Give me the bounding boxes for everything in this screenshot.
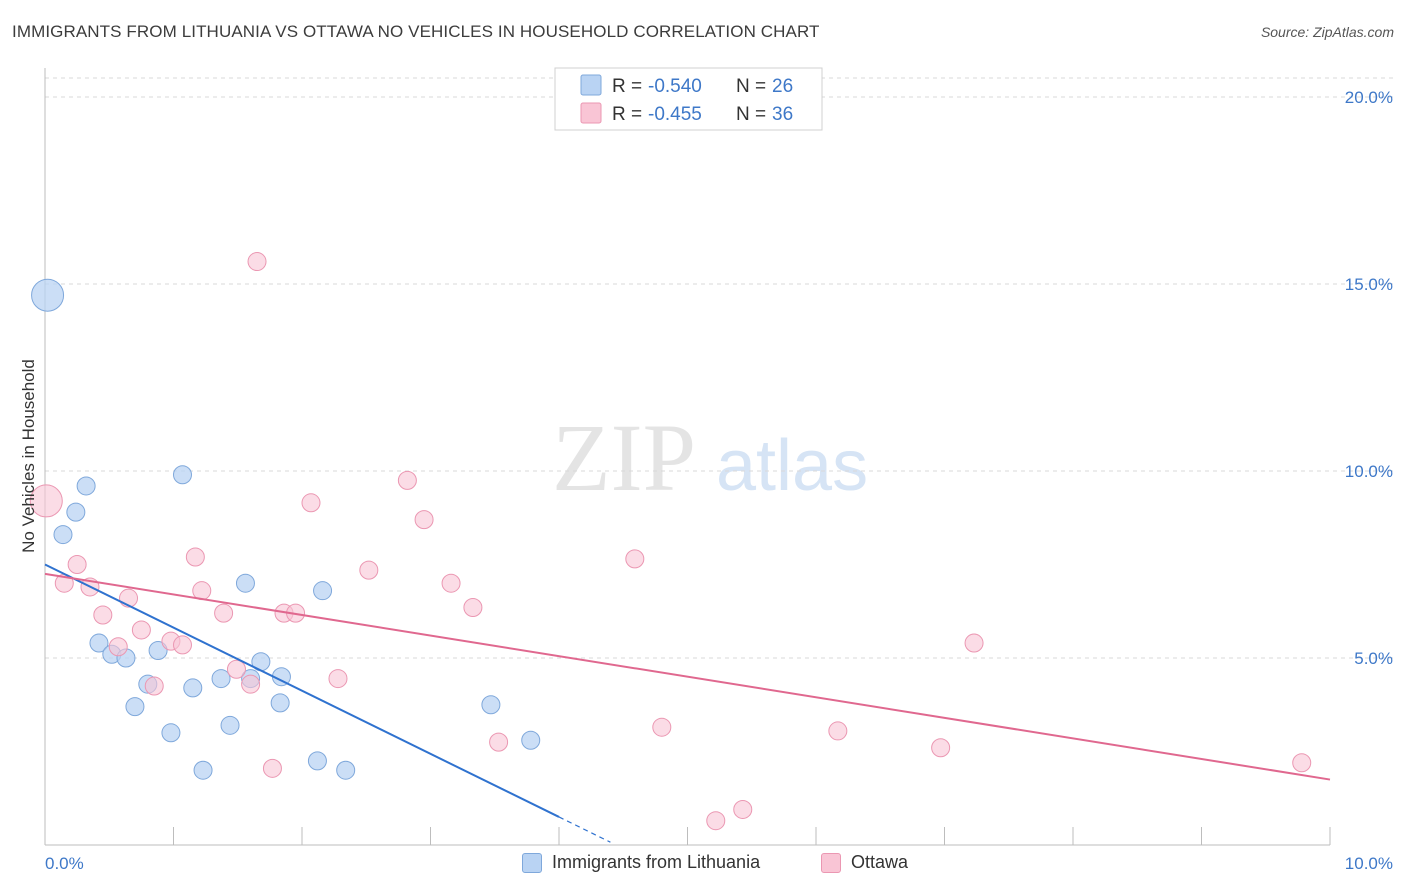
lithuania-point-4 [172,465,192,485]
ottawa-point-29 [652,717,672,737]
lithuania-point-21 [193,760,213,780]
stats-swatch-ottawa [580,102,602,124]
lithuania-point-0 [31,278,65,312]
ottawa-point-17 [262,758,282,778]
lithuania-point-3 [76,476,96,496]
ottawa-point-13 [214,603,234,623]
y-tick-labels: 5.0% 10.0% 15.0% 20.0% [1345,88,1393,668]
y-tick-label-3: 20.0% [1345,88,1393,107]
ottawa-point-25 [441,573,461,593]
y-tick-label-0: 5.0% [1354,649,1393,668]
ottawa-point-26 [463,598,483,618]
stats-swatch-lithuania [580,74,602,96]
lithuania-point-10 [183,678,203,698]
x-ticks [44,827,1331,845]
watermark: ZIP atlas [552,404,868,511]
ottawa-point-7 [131,620,151,640]
ottawa-point-33 [931,738,951,758]
ottawa-point-0 [29,484,63,518]
ottawa-point-11 [185,547,205,567]
stats-n-label-ottawa: N = [736,104,766,125]
ottawa-point-35 [1292,753,1312,773]
lithuania-point-13 [211,669,231,689]
ottawa-point-8 [144,676,164,696]
legend-swatch-ottawa [821,852,841,873]
stats-n-value-lithuania: 26 [772,76,793,97]
lithuania-trend-line [44,563,560,818]
ottawa-point-28 [625,549,645,569]
trend-lines [44,563,1331,843]
ottawa-point-27 [489,732,509,752]
ottawa-point-2 [67,555,87,574]
legend-item-ottawa[interactable]: Ottawa [821,852,908,873]
stats-legend: R = -0.540 N = 26 R = -0.455 N = 36 [554,67,823,131]
lithuania-point-1 [53,525,73,545]
ottawa-point-20 [301,493,321,513]
y-axis-label: No Vehicles in Household [19,359,38,553]
lithuania-point-18 [270,693,290,713]
stats-n-label-lithuania: N = [736,76,766,97]
watermark-atlas: atlas [716,426,868,506]
series-legend: Immigrants from Lithuania Ottawa [0,850,1406,880]
ottawa-point-10 [172,635,192,655]
series-lithuania-points [31,278,541,780]
stats-r-value-lithuania: -0.540 [648,76,702,97]
lithuania-point-2 [66,502,86,522]
x-tick-label-min: 0.0% [45,854,84,873]
legend-swatch-lithuania [522,852,542,873]
stats-r-value-ottawa: -0.455 [648,104,702,125]
series-ottawa-points [29,252,1312,831]
lithuania-trend-extension [558,816,611,843]
ottawa-point-30 [706,811,726,831]
ottawa-point-34 [964,633,984,653]
stats-r-label-ottawa: R = [612,104,642,125]
legend-label-ottawa: Ottawa [851,852,909,872]
ottawa-point-23 [397,470,417,490]
ottawa-point-24 [414,510,434,530]
lithuania-point-16 [235,573,255,593]
source-credit: Source: ZipAtlas.com [1260,24,1394,40]
legend-item-lithuania[interactable]: Immigrants from Lithuania [522,852,760,873]
stats-r-label-lithuania: R = [612,76,642,97]
x-tick-label-max: 10.0% [1345,854,1393,873]
lithuania-point-19 [313,581,333,601]
ottawa-point-14 [226,659,246,679]
ottawa-point-16 [247,252,267,272]
ottawa-point-21 [328,669,348,689]
ottawa-point-32 [828,721,848,741]
lithuania-point-23 [336,760,356,780]
lithuania-point-5 [89,633,109,653]
lithuania-point-8 [148,641,168,661]
watermark-zip: ZIP [552,404,696,511]
gridlines [45,77,1395,659]
ottawa-point-4 [93,605,113,625]
y-tick-label-1: 10.0% [1345,462,1393,481]
y-tick-label-2: 15.0% [1345,275,1393,294]
ottawa-point-5 [108,637,128,657]
lithuania-point-11 [125,697,145,717]
lithuania-point-12 [161,723,181,743]
lithuania-point-25 [521,730,541,750]
lithuania-point-24 [481,695,501,715]
chart-title: IMMIGRANTS FROM LITHUANIA VS OTTAWA NO V… [12,22,820,41]
ottawa-point-15 [241,674,261,694]
legend-label-lithuania: Immigrants from Lithuania [552,852,761,872]
ottawa-point-22 [359,560,379,580]
lithuania-point-20 [220,715,240,735]
ottawa-trend-line [44,572,1331,781]
stats-n-value-ottawa: 36 [772,104,793,125]
lithuania-point-22 [307,751,327,771]
ottawa-point-31 [733,799,753,819]
